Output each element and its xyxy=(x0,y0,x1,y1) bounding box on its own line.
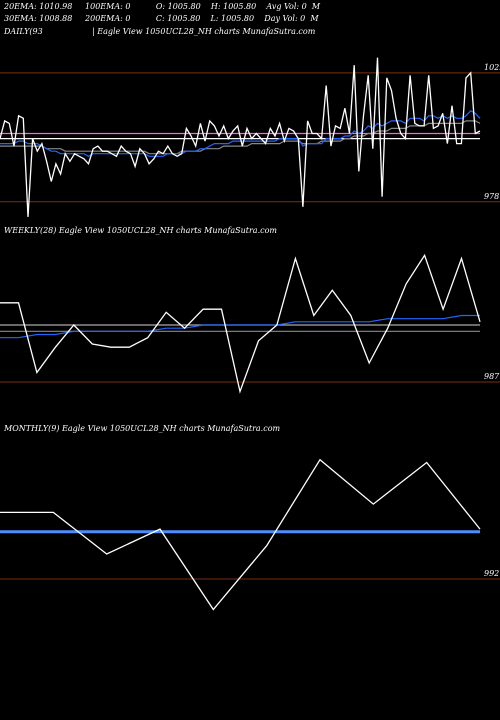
series-line-3 xyxy=(0,120,481,155)
panel-title: WEEKLY(28) Eagle View 1050UCL28_NH chart… xyxy=(4,226,277,235)
header-line-2: 30EMA: 1008.88 200EMA: 0 C: 1005.80 L: 1… xyxy=(4,14,319,23)
tick-label: 987 xyxy=(484,372,500,381)
series-line-2 xyxy=(0,109,481,157)
series-line-1 xyxy=(0,458,481,611)
header-line-1: 20EMA: 1010.98 100EMA: 0 O: 1005.80 H: 1… xyxy=(4,2,321,11)
panel-1: DAILY(93 | Eagle View 1050UCL28_NH charts… xyxy=(0,27,500,217)
series-line-1 xyxy=(0,253,481,394)
series-line-1 xyxy=(0,57,481,217)
tick-label: 992 xyxy=(484,569,499,578)
panel-title: MONTHLY(9) Eagle View 1050UCL28_NH chart… xyxy=(3,424,281,433)
panel-title: DAILY(93 xyxy=(3,27,43,36)
panel-3: MONTHLY(9) Eagle View 1050UCL28_NH chart… xyxy=(0,424,500,611)
panel-2: WEEKLY(28) Eagle View 1050UCL28_NH chart… xyxy=(0,226,500,394)
tick-label: 978 xyxy=(484,192,499,201)
panel-subtitle: | Eagle View 1050UCL28_NH charts MunafaS… xyxy=(92,27,316,36)
